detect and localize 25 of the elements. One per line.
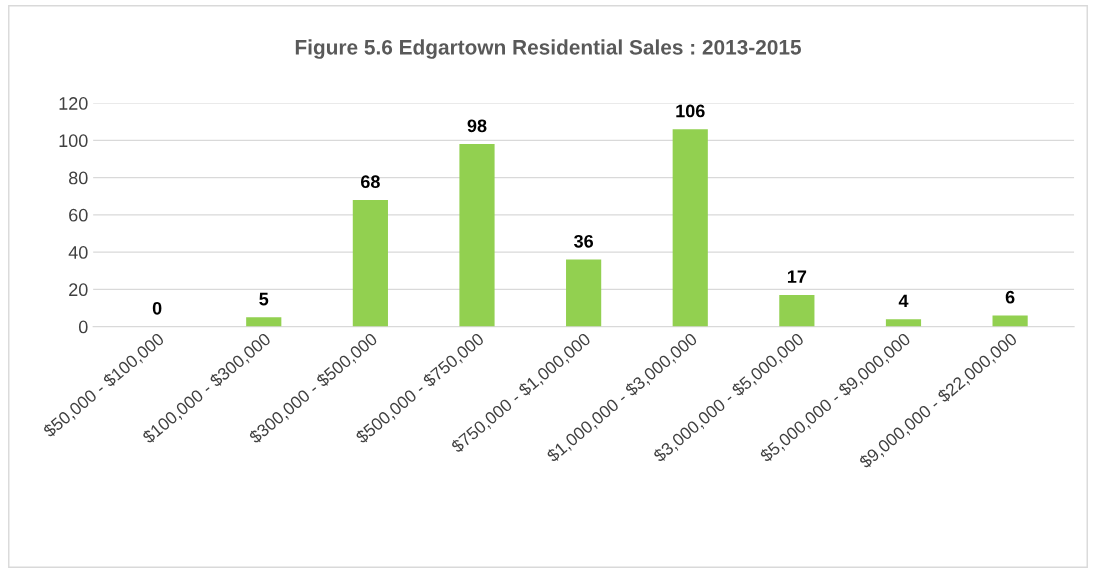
data-label: 106	[676, 104, 705, 118]
bar	[459, 144, 495, 327]
y-tick-label: 0	[78, 320, 88, 334]
data-label: 17	[787, 270, 807, 283]
y-tick-label: 20	[69, 283, 88, 297]
y-tick-label: 120	[59, 97, 88, 110]
bar	[779, 294, 815, 327]
bar	[672, 129, 708, 327]
bar	[246, 317, 282, 327]
data-label: 6	[1005, 290, 1015, 304]
bar	[885, 319, 922, 327]
data-label: 4	[898, 294, 909, 308]
data-label: 0	[152, 301, 162, 315]
data-label: 5	[259, 292, 269, 306]
data-label: 98	[467, 119, 487, 133]
y-tick-label: 60	[69, 208, 88, 222]
chart-title: Figure 5.6 Edgartown Residential Sales : 2013-2015	[295, 39, 802, 59]
y-tick-label: 80	[69, 171, 88, 185]
bar	[566, 259, 602, 327]
y-tick-label: 100	[59, 134, 88, 148]
bar	[992, 315, 1028, 327]
data-label: 68	[361, 175, 380, 189]
data-label: 36	[573, 234, 594, 248]
y-tick-label: 40	[68, 246, 88, 259]
bar	[352, 199, 388, 327]
